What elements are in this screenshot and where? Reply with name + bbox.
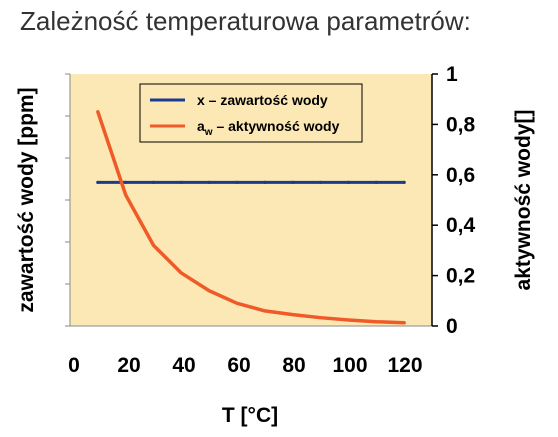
x-axis-tick-label: 100 <box>332 354 367 377</box>
legend-box <box>139 83 363 143</box>
series-point-water-content <box>346 180 351 184</box>
series-line-water-activity <box>96 110 406 325</box>
page-title: Zależność temperaturowa parametrów: <box>20 6 471 36</box>
legend: x – zawartość wody aw – aktywność wody <box>139 83 363 143</box>
series-point-water-content <box>235 180 239 184</box>
legend-label-water-content: x – zawartość wody <box>197 92 328 108</box>
legend-label-aw-base: a <box>197 118 205 134</box>
right-axis-tick-label: 0,2 <box>446 265 475 288</box>
right-axis-tick-label: 0,8 <box>446 113 476 136</box>
x-axis-title: T [°C] <box>222 404 278 427</box>
right-axis <box>431 73 438 327</box>
series-point-water-content <box>179 180 183 184</box>
x-axis-tick-label: 80 <box>282 354 305 377</box>
legend-label-aw-suffix: – aktywność wody <box>213 118 340 134</box>
series-point-water-content <box>151 180 156 184</box>
right-axis-title: aktywność wody[] <box>512 110 535 291</box>
series-point-water-content <box>263 180 267 184</box>
legend-label-aw-subscript: w <box>204 127 213 138</box>
series-group <box>96 110 406 325</box>
series-point-water-content <box>402 180 406 184</box>
right-axis-tick-label: 1 <box>446 63 458 86</box>
left-axis <box>65 73 432 327</box>
x-axis-tick-labels: 0 20 40 60 80 100 120 <box>68 354 422 377</box>
series-point-water-content <box>291 180 295 184</box>
right-axis-tick-label: 0 <box>446 315 458 338</box>
x-axis-tick-label: 0 <box>68 354 80 377</box>
series-point-water-content <box>96 180 100 184</box>
series-point-water-content <box>319 180 323 184</box>
series-point-water-content <box>207 180 211 184</box>
x-axis-tick-label: 60 <box>227 354 250 377</box>
series-point-water-content <box>124 180 128 184</box>
right-axis-tick-label: 0,4 <box>446 214 476 237</box>
right-axis-tick-labels: 0 0,2 0,4 0,6 0,8 1 <box>446 63 476 338</box>
legend-label-water-activity: aw – aktywność wody <box>197 118 340 138</box>
x-axis-tick-label: 20 <box>117 354 140 377</box>
x-axis-tick-label: 120 <box>387 354 422 377</box>
x-axis-tick-label: 40 <box>172 354 195 377</box>
right-axis-tick-label: 0,6 <box>446 164 475 187</box>
series-point-water-content <box>374 180 378 184</box>
left-axis-title: zawartość wody [ppm] <box>15 87 38 312</box>
